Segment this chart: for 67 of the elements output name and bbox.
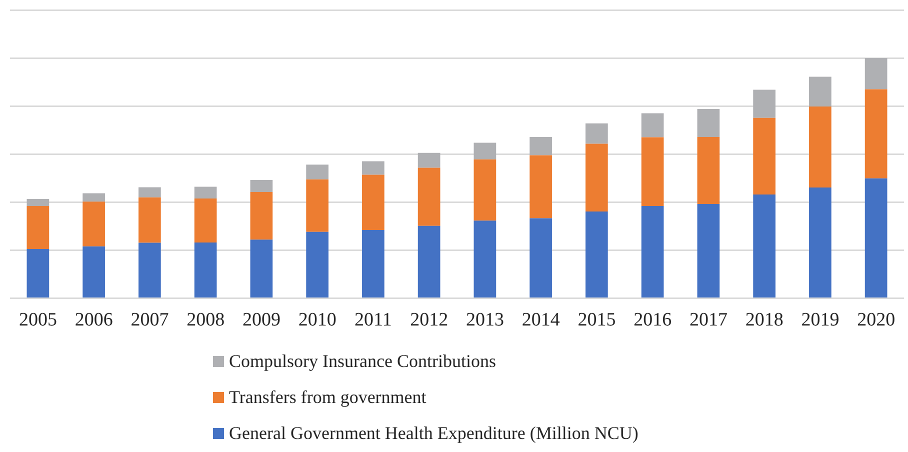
bar xyxy=(530,137,552,156)
bar xyxy=(26,248,50,298)
bar xyxy=(753,118,776,194)
legend-label: General Government Health Expenditure (Million NCU) xyxy=(229,423,638,443)
bar xyxy=(809,76,832,107)
bar xyxy=(641,137,664,206)
bar xyxy=(586,212,608,298)
bar xyxy=(362,230,384,298)
x-tick-label: 2013 xyxy=(466,310,504,331)
bar xyxy=(474,159,496,221)
x-tick-label: 2007 xyxy=(130,310,169,331)
bar xyxy=(474,142,496,160)
bar xyxy=(306,179,328,232)
bar xyxy=(250,240,273,298)
bar xyxy=(26,199,50,206)
bar xyxy=(250,180,273,192)
legend-label: Compulsory Insurance Contributions xyxy=(229,351,496,371)
bar xyxy=(697,204,720,298)
bar xyxy=(82,202,105,246)
bar xyxy=(864,58,888,90)
bar xyxy=(194,186,217,199)
bar xyxy=(418,226,440,298)
x-tick-label: 2017 xyxy=(689,310,728,331)
x-tick-label: 2006 xyxy=(74,310,113,331)
x-tick-label: 2019 xyxy=(801,310,840,331)
x-tick-label: 2010 xyxy=(298,310,336,331)
bar xyxy=(138,187,161,198)
bar xyxy=(697,137,720,204)
bar xyxy=(82,193,105,202)
x-tick-label: 2016 xyxy=(634,310,672,331)
bar xyxy=(586,144,608,212)
bar xyxy=(697,108,720,138)
bar xyxy=(864,89,888,178)
x-tick-label: 2012 xyxy=(410,310,448,331)
bar xyxy=(474,220,496,298)
bar xyxy=(418,168,440,226)
x-tick-label: 2009 xyxy=(242,310,280,331)
bar xyxy=(194,242,217,298)
x-tick-label: 2008 xyxy=(186,310,225,331)
bar xyxy=(530,155,552,218)
bar xyxy=(138,242,161,298)
bar xyxy=(641,113,664,138)
bar xyxy=(82,246,105,298)
bar xyxy=(586,123,608,144)
x-tick-label: 2005 xyxy=(18,310,57,331)
x-tick-label: 2020 xyxy=(857,310,896,331)
bar xyxy=(809,106,832,188)
bar xyxy=(362,174,384,230)
bar xyxy=(418,152,440,168)
bar xyxy=(753,194,776,298)
bar xyxy=(138,197,161,243)
bar xyxy=(194,198,217,242)
x-tick-label: 2011 xyxy=(354,310,392,331)
bar xyxy=(362,161,384,175)
x-tick-label: 2015 xyxy=(578,310,616,331)
x-tick-label: 2014 xyxy=(522,310,560,331)
bar xyxy=(530,218,552,298)
x-tick-label: 2018 xyxy=(745,310,784,331)
bar xyxy=(641,206,664,298)
legend-label: Transfers from government xyxy=(229,387,426,407)
bar xyxy=(864,178,888,298)
bar xyxy=(306,164,328,180)
bar xyxy=(250,192,273,240)
bar xyxy=(26,206,50,249)
bar xyxy=(753,90,776,118)
bar xyxy=(306,232,328,298)
bar xyxy=(809,187,832,298)
